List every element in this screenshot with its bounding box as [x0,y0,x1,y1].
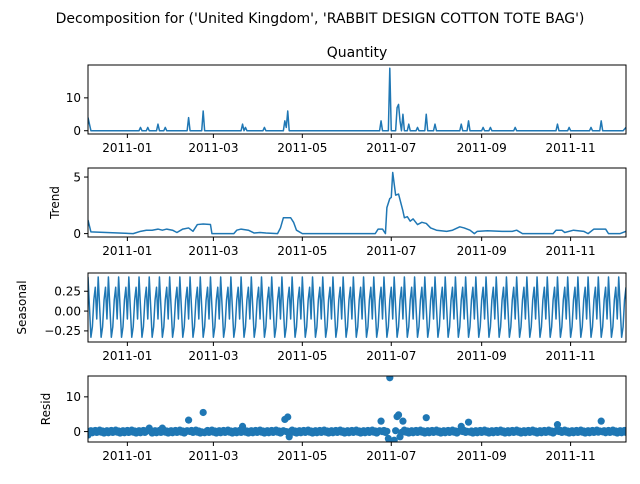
resid-xtick-label: 2011-05 [277,449,327,463]
trend-xtick-label: 2011-11 [546,244,596,258]
trend-xtick-label: 2011-03 [188,244,238,258]
trend-series-line [88,171,626,235]
trend-ytick-label: 0 [73,227,81,241]
trend-xtick-label: 2011-07 [366,244,416,258]
trend-plot-area [88,171,626,235]
resid-xtick-label: 2011-07 [366,449,416,463]
observed-title: Quantity [327,45,388,61]
seasonal-series-line [88,276,626,338]
observed-xtick-label: 2011-03 [188,141,238,155]
trend-ylabel: Trend [48,186,62,220]
panel-trend: 0 5 2011-01 2011-03 2011-05 2011-07 2011-09 201… [48,167,627,258]
observed-ytick-label: 0 [73,124,81,138]
resid-point [185,416,193,424]
observed-xtick-label: 2011-09 [457,141,507,155]
trend-ytick-label: 5 [73,170,81,184]
panel-resid: 0 10 2011-01 2011-03 2011-05 2011-07 2011-09 20… [39,375,627,463]
resid-xtick-label: 2011-11 [546,449,596,463]
resid-ylabel: Resid [39,393,53,425]
observed-plot-area [88,67,626,132]
seasonal-xtick-label: 2011-01 [102,349,152,363]
seasonal-ytick-label: 0.25 [54,285,81,299]
resid-point [422,414,430,422]
panel-seasonal: −0.25 0.00 0.25 2011-01 2011-03 2011-05 2011-0… [15,272,627,363]
resid-xtick-label: 2011-01 [102,449,152,463]
observed-xtick-label: 2011-11 [546,141,596,155]
resid-point [394,411,403,419]
seasonal-xtick-label: 2011-03 [188,349,238,363]
resid-point [199,408,207,417]
trend-xtick-label: 2011-01 [102,244,152,258]
resid-point [622,428,626,437]
observed-xtick-label: 2011-05 [277,141,327,155]
seasonal-xtick-label: 2011-09 [457,349,507,363]
observed-series-line [88,67,626,132]
resid-point [597,417,605,425]
seasonal-ytick-label: −0.25 [44,324,81,338]
seasonal-plot-area [88,276,626,338]
resid-point [383,427,391,435]
resid-xtick-label: 2011-03 [188,449,238,463]
resid-ytick-label: 0 [73,425,81,439]
seasonal-xtick-label: 2011-11 [546,349,596,363]
trend-axes-frame [87,167,627,238]
resid-point [553,421,562,429]
seasonal-ylabel: Seasonal [15,280,29,334]
panel-observed: 0 10 2011-01 2011-03 2011-05 2011-07 2011-09 20… [66,45,627,155]
resid-plot-area [88,376,626,442]
resid-point [399,417,407,425]
observed-xtick-label: 2011-01 [102,141,152,155]
seasonal-ytick-label: 0.00 [54,304,81,318]
observed-ytick-label: 10 [66,91,81,105]
chart-suptitle: Decomposition for ('United Kingdom', 'RA… [56,11,585,27]
resid-point [386,376,394,382]
resid-point [464,418,473,426]
resid-ytick-label: 10 [66,390,81,404]
seasonal-axes-frame [87,272,627,343]
seasonal-xtick-label: 2011-05 [277,349,327,363]
resid-point [284,413,292,421]
resid-point [377,417,385,425]
resid-xtick-label: 2011-09 [457,449,507,463]
resid-axes-frame [87,375,627,443]
trend-xtick-label: 2011-09 [457,244,507,258]
resid-point [285,433,293,441]
resid-point [390,436,398,442]
observed-xtick-label: 2011-07 [366,141,416,155]
observed-axes-frame [87,64,627,135]
seasonal-xtick-label: 2011-07 [366,349,416,363]
resid-point [392,427,400,435]
trend-xtick-label: 2011-05 [277,244,327,258]
